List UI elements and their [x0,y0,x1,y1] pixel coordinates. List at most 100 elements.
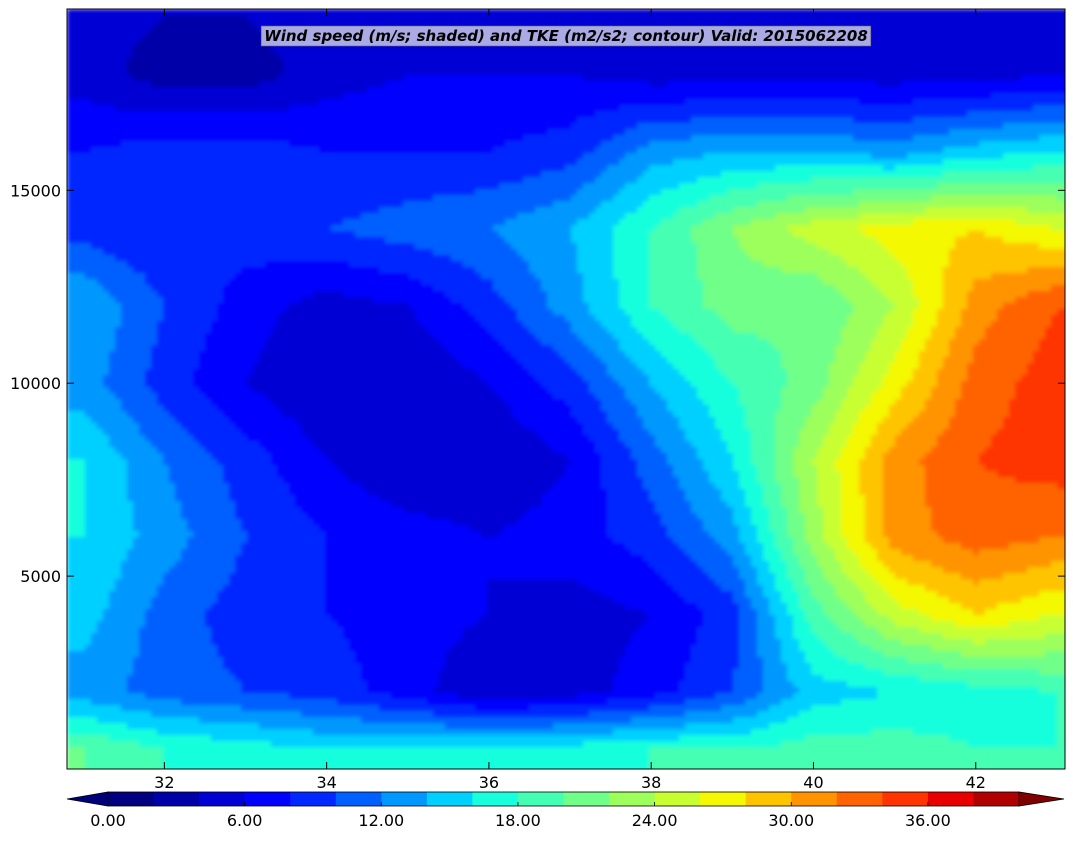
field-cell [781,105,788,112]
field-cell [655,57,662,64]
field-cell [877,93,884,100]
field-cell [67,141,74,148]
field-cell [973,177,980,184]
field-cell [223,147,230,154]
field-cell [469,123,476,130]
field-cell [493,123,500,130]
field-cell [733,63,740,70]
field-cell [931,75,938,82]
field-cell [1045,33,1052,40]
field-cell [337,117,344,124]
field-cell [1057,27,1064,34]
field-cell [961,87,968,94]
field-cell [835,111,842,118]
field-cell [247,171,254,178]
field-cell [931,129,938,136]
field-cell [283,123,290,130]
field-cell [937,57,944,64]
field-cell [559,93,566,100]
field-cell [967,93,974,100]
field-cell [901,117,908,124]
field-cell [733,105,740,112]
field-cell [793,9,800,16]
field-cell [229,45,236,52]
field-cell [1063,63,1070,70]
field-cell [139,105,146,112]
field-cell [145,87,152,94]
field-cell [499,153,506,160]
field-cell [811,105,818,112]
field-cell [751,171,758,178]
field-cell [661,123,668,130]
field-cell [235,15,242,22]
field-cell [949,171,956,178]
field-cell [667,69,674,76]
field-cell [985,57,992,64]
field-cell [253,159,260,166]
field-cell [1039,87,1046,94]
field-cell [205,75,212,82]
field-cell [565,141,572,148]
field-cell [175,9,182,16]
field-cell [1009,87,1016,94]
field-cell [589,147,596,154]
field-cell [661,105,668,112]
field-cell [571,177,578,184]
field-cell [67,69,74,76]
field-cell [469,51,476,58]
field-cell [943,75,950,82]
field-cell [409,63,416,70]
field-cell [325,51,332,58]
field-cell [799,63,806,70]
field-cell [709,123,716,130]
field-cell [301,129,308,136]
field-cell [139,159,146,166]
field-cell [961,183,968,190]
field-cell [757,69,764,76]
field-cell [1027,45,1034,52]
field-cell [919,81,926,88]
field-cell [757,63,764,70]
field-cell [337,183,344,190]
field-cell [793,69,800,76]
field-cell [775,63,782,70]
field-cell [457,93,464,100]
field-cell [493,15,500,22]
field-cell [943,63,950,70]
field-cell [1057,159,1064,166]
field-cell [1063,27,1070,34]
field-cell [511,81,518,88]
field-cell [967,9,974,16]
field-cell [157,81,164,88]
field-cell [817,15,824,22]
field-cell [163,147,170,154]
field-cell [847,159,854,166]
field-cell [793,129,800,136]
field-cell [427,57,434,64]
field-cell [469,57,476,64]
field-cell [727,9,734,16]
field-cell [979,45,986,52]
field-cell [859,111,866,118]
field-cell [967,57,974,64]
field-cell [643,63,650,70]
field-cell [121,51,128,58]
field-cell [91,99,98,106]
field-cell [451,81,458,88]
field-cell [631,81,638,88]
field-cell [655,111,662,118]
field-cell [115,87,122,94]
field-cell [817,135,824,142]
field-cell [73,105,80,112]
field-cell [901,75,908,82]
field-cell [997,21,1004,28]
field-cell [373,105,380,112]
field-cell [637,123,644,130]
field-cell [421,171,428,178]
field-cell [619,75,626,82]
field-cell [853,129,860,136]
field-cell [463,9,470,16]
field-cell [1027,63,1034,70]
field-cell [937,87,944,94]
field-cell [829,123,836,130]
